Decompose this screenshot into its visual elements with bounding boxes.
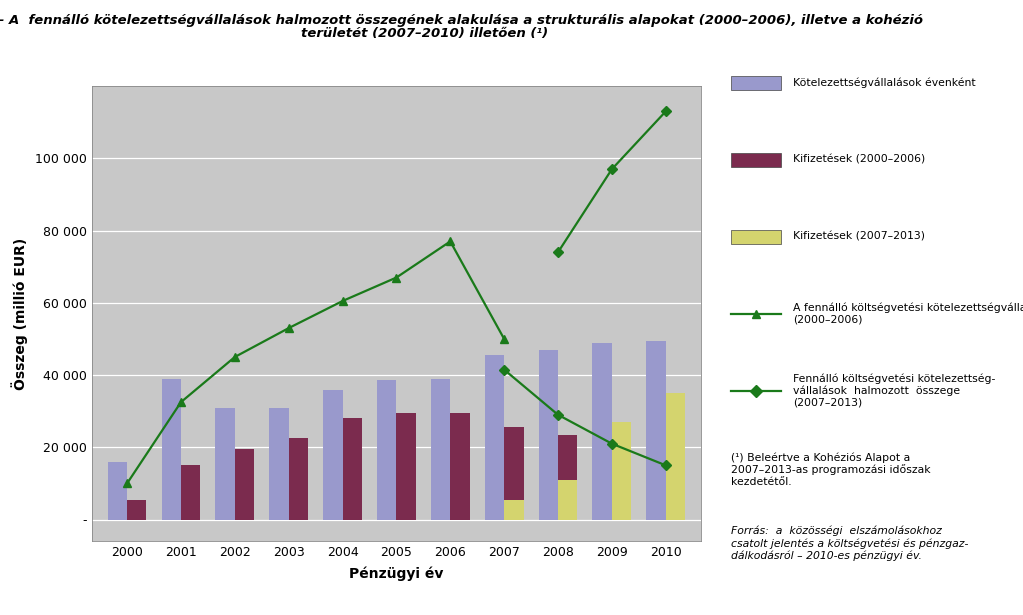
- Bar: [162, 379, 181, 520]
- Bar: [666, 393, 685, 520]
- Bar: [431, 379, 450, 520]
- Text: Forrás:  a  közösségi  elszámolásokhoz
csatolt jelentés a költségvetési és pénzg: Forrás: a közösségi elszámolásokhoz csat…: [731, 526, 969, 561]
- Bar: [450, 413, 470, 520]
- Bar: [666, 512, 685, 520]
- Bar: [107, 462, 127, 520]
- Bar: [397, 413, 415, 520]
- Bar: [377, 381, 397, 520]
- Bar: [558, 435, 577, 520]
- Bar: [343, 418, 362, 520]
- Bar: [504, 427, 524, 520]
- Bar: [216, 408, 235, 520]
- Bar: [235, 449, 254, 520]
- Bar: [647, 341, 666, 520]
- Bar: [323, 389, 343, 520]
- Y-axis label: Összeg (millió EUR): Összeg (millió EUR): [11, 237, 29, 390]
- Bar: [127, 499, 146, 520]
- Text: Kifizetések (2007–2013): Kifizetések (2007–2013): [793, 232, 925, 242]
- Text: (¹) Beleértve a Kohéziós Alapot a
2007–2013-as programozási időszak
kezdetétől.: (¹) Beleértve a Kohéziós Alapot a 2007–2…: [731, 452, 931, 487]
- X-axis label: Pénzügyi év: Pénzügyi év: [349, 566, 444, 581]
- Text: 1.2. ábra – A  fennálló kötelezettségvállalások halmozott összegének alakulása a: 1.2. ábra – A fennálló kötelezettségváll…: [0, 14, 923, 26]
- Text: A fennálló költségvetési kötelezettségvállalások halmozott összege
(2000–2006): A fennálló költségvetési kötelezettségvá…: [793, 303, 1023, 325]
- Text: Kifizetések (2000–2006): Kifizetések (2000–2006): [793, 155, 925, 165]
- Bar: [181, 466, 201, 520]
- Bar: [592, 343, 612, 520]
- Text: Fennálló költségvetési kötelezettség-
vállalások  halmozott  összege
(2007–2013): Fennálló költségvetési kötelezettség- vá…: [793, 373, 995, 408]
- Bar: [269, 408, 288, 520]
- Bar: [612, 499, 631, 520]
- Bar: [558, 480, 577, 520]
- Text: területét (2007–2010) illetően (¹): területét (2007–2010) illetően (¹): [301, 27, 548, 40]
- Bar: [288, 438, 308, 520]
- Bar: [539, 350, 558, 520]
- Bar: [485, 355, 504, 520]
- Bar: [612, 422, 631, 520]
- Text: Kötelezettségvállalások évenként: Kötelezettségvállalások évenként: [793, 77, 976, 89]
- Bar: [504, 499, 524, 520]
